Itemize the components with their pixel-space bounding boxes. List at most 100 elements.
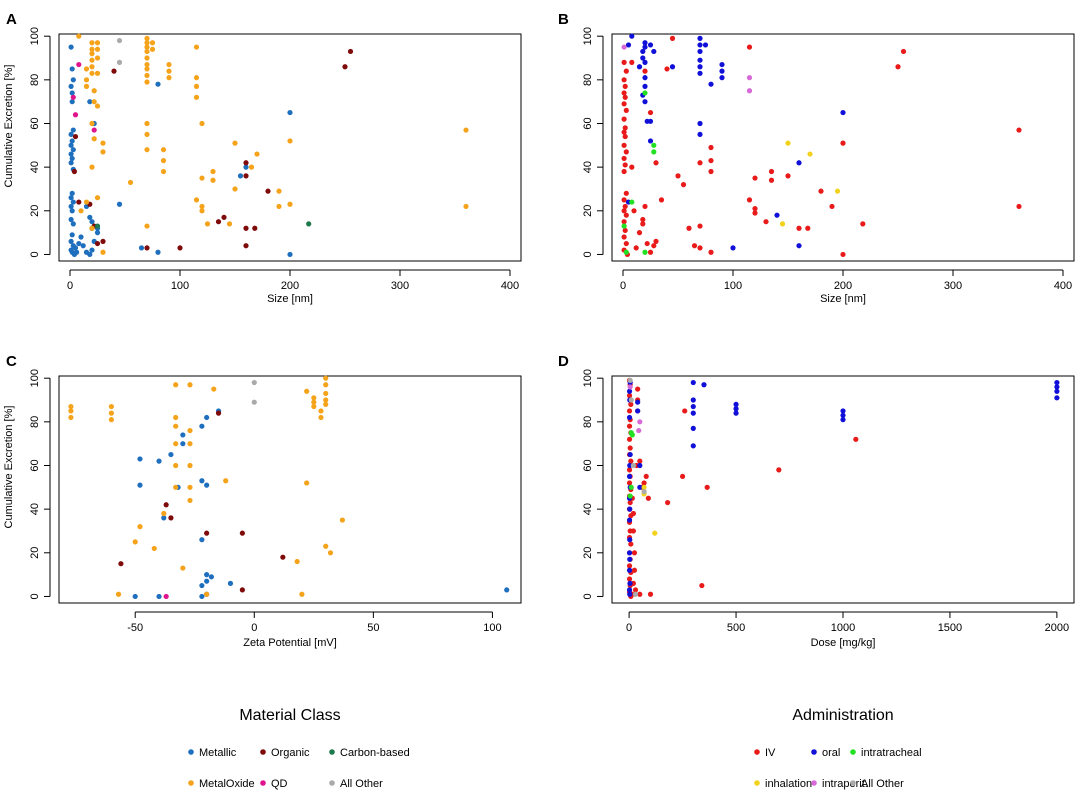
data-point (80, 243, 86, 249)
data-point (768, 168, 775, 175)
data-point (89, 46, 95, 52)
data-point (626, 393, 633, 399)
legend-label: All Other (861, 778, 904, 790)
data-point (900, 48, 907, 55)
data-point (701, 382, 707, 388)
y-tick-label: 80 (29, 74, 41, 86)
y-tick-label: 100 (582, 27, 594, 45)
data-point (237, 173, 244, 179)
data-point (840, 408, 846, 414)
data-point (621, 101, 627, 107)
legend-label: intraperit. (822, 778, 868, 790)
data-point (226, 221, 233, 227)
data-point (69, 190, 75, 196)
legend-label: MetalOxide (199, 778, 255, 790)
data-point (691, 243, 698, 249)
panel-b-plot-frame (611, 33, 1075, 262)
data-point (752, 175, 758, 181)
data-point (636, 230, 643, 236)
data-point (627, 462, 633, 469)
data-point (144, 147, 150, 153)
data-point (719, 68, 725, 74)
data-point (628, 401, 634, 407)
data-point (69, 99, 75, 105)
data-point (221, 214, 227, 220)
data-point (730, 245, 736, 251)
data-point (74, 249, 80, 255)
data-point (280, 554, 286, 560)
data-point (682, 408, 688, 414)
data-point (621, 77, 627, 83)
data-point (807, 151, 813, 157)
data-point (251, 379, 257, 386)
data-point (94, 240, 101, 247)
data-point (70, 221, 76, 227)
legend-label: inhalation (765, 778, 812, 790)
data-point (626, 414, 633, 421)
data-point (818, 188, 824, 194)
data-point (78, 234, 84, 240)
data-point (69, 66, 75, 72)
panel-a-plot-frame (58, 33, 522, 262)
data-point (686, 225, 692, 231)
series-organic (118, 410, 286, 593)
x-tick-label: 100 (171, 280, 189, 292)
data-point (72, 112, 79, 118)
data-point (746, 44, 753, 50)
data-point (622, 203, 628, 210)
x-tick-label: 400 (1054, 280, 1072, 292)
panel-b: B Size [nm] 0 100 200 300 400 0 20 40 60 80 100 (558, 11, 1075, 305)
data-point (697, 48, 703, 55)
data-point (215, 219, 222, 225)
x-tick-label: 100 (483, 622, 501, 634)
data-point (72, 245, 79, 251)
panel-a-letter: A (6, 11, 17, 28)
data-point (100, 238, 106, 244)
data-point (733, 406, 739, 412)
legend-label: All Other (340, 778, 383, 790)
data-point (647, 118, 654, 124)
data-point (463, 203, 469, 210)
data-point (642, 40, 648, 46)
data-point (91, 136, 97, 142)
data-point (622, 125, 628, 131)
data-point (210, 168, 216, 175)
data-point (144, 55, 150, 61)
legend-marker (850, 780, 856, 786)
data-point (304, 388, 310, 394)
data-point (629, 164, 635, 170)
data-point (223, 478, 229, 484)
data-point (115, 591, 122, 597)
y-tick-label: 60 (29, 117, 41, 129)
x-tick-label: 0 (626, 622, 632, 634)
data-point (163, 502, 169, 508)
data-point (708, 249, 714, 255)
data-point (127, 179, 134, 186)
data-point (91, 127, 97, 133)
data-point (697, 160, 703, 166)
x-tick-label: 400 (501, 280, 519, 292)
data-point (651, 142, 657, 148)
y-tick-label: 0 (582, 593, 594, 599)
data-point (690, 397, 696, 403)
panel-c-x-axis: -50 0 50 100 (127, 611, 502, 634)
data-point (144, 223, 150, 229)
data-point (625, 42, 632, 48)
data-point (704, 484, 710, 490)
data-point (627, 499, 633, 506)
data-point (626, 436, 633, 442)
data-point (76, 33, 82, 39)
legend-label: QD (271, 778, 288, 790)
y-tick-label: 0 (29, 593, 41, 599)
data-point (719, 75, 725, 81)
legend-item-intraperit-: intraperit. (811, 778, 868, 790)
series-all-other (116, 37, 123, 65)
data-point (68, 83, 74, 89)
data-point (632, 587, 639, 593)
data-point (89, 70, 95, 76)
data-point (690, 425, 696, 431)
data-point (342, 64, 348, 70)
data-point (294, 558, 300, 565)
data-point (155, 249, 161, 255)
x-tick-label: 50 (367, 622, 379, 634)
